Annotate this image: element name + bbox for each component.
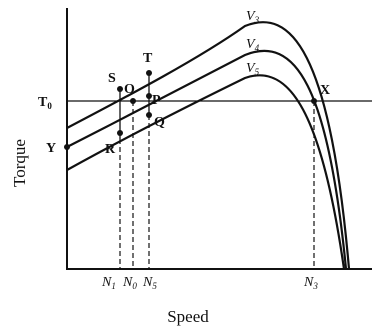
tick-label-n5: N5	[142, 275, 157, 291]
tick-label-n0: N0	[122, 275, 137, 291]
label-t: T	[143, 51, 153, 66]
label-y: Y	[46, 141, 56, 156]
curve-label-v4: V4	[246, 37, 260, 53]
tick-label-n1: N1	[101, 275, 116, 291]
point-o	[130, 98, 136, 104]
point-s	[117, 86, 123, 92]
label-t0: T0	[38, 95, 52, 111]
x-axis-title: Speed	[167, 307, 209, 326]
point-t	[146, 70, 152, 76]
curve-v5	[66, 74, 346, 270]
curve-label-v3: V3	[246, 9, 260, 25]
point-q	[146, 112, 152, 118]
y-axis-title: Torque	[10, 139, 29, 187]
label-x: X	[320, 83, 330, 98]
point-x	[311, 98, 317, 104]
point-y	[64, 144, 70, 150]
tick-label-n3: N3	[303, 275, 318, 291]
point-p	[146, 93, 152, 99]
label-p: P	[152, 93, 161, 108]
label-q: Q	[154, 115, 165, 130]
point-r	[117, 130, 123, 136]
label-s: S	[108, 71, 116, 86]
label-o: O	[124, 82, 135, 97]
label-r: R	[105, 142, 116, 157]
curve-v3	[66, 21, 351, 270]
curve-label-v5: V5	[246, 61, 260, 77]
